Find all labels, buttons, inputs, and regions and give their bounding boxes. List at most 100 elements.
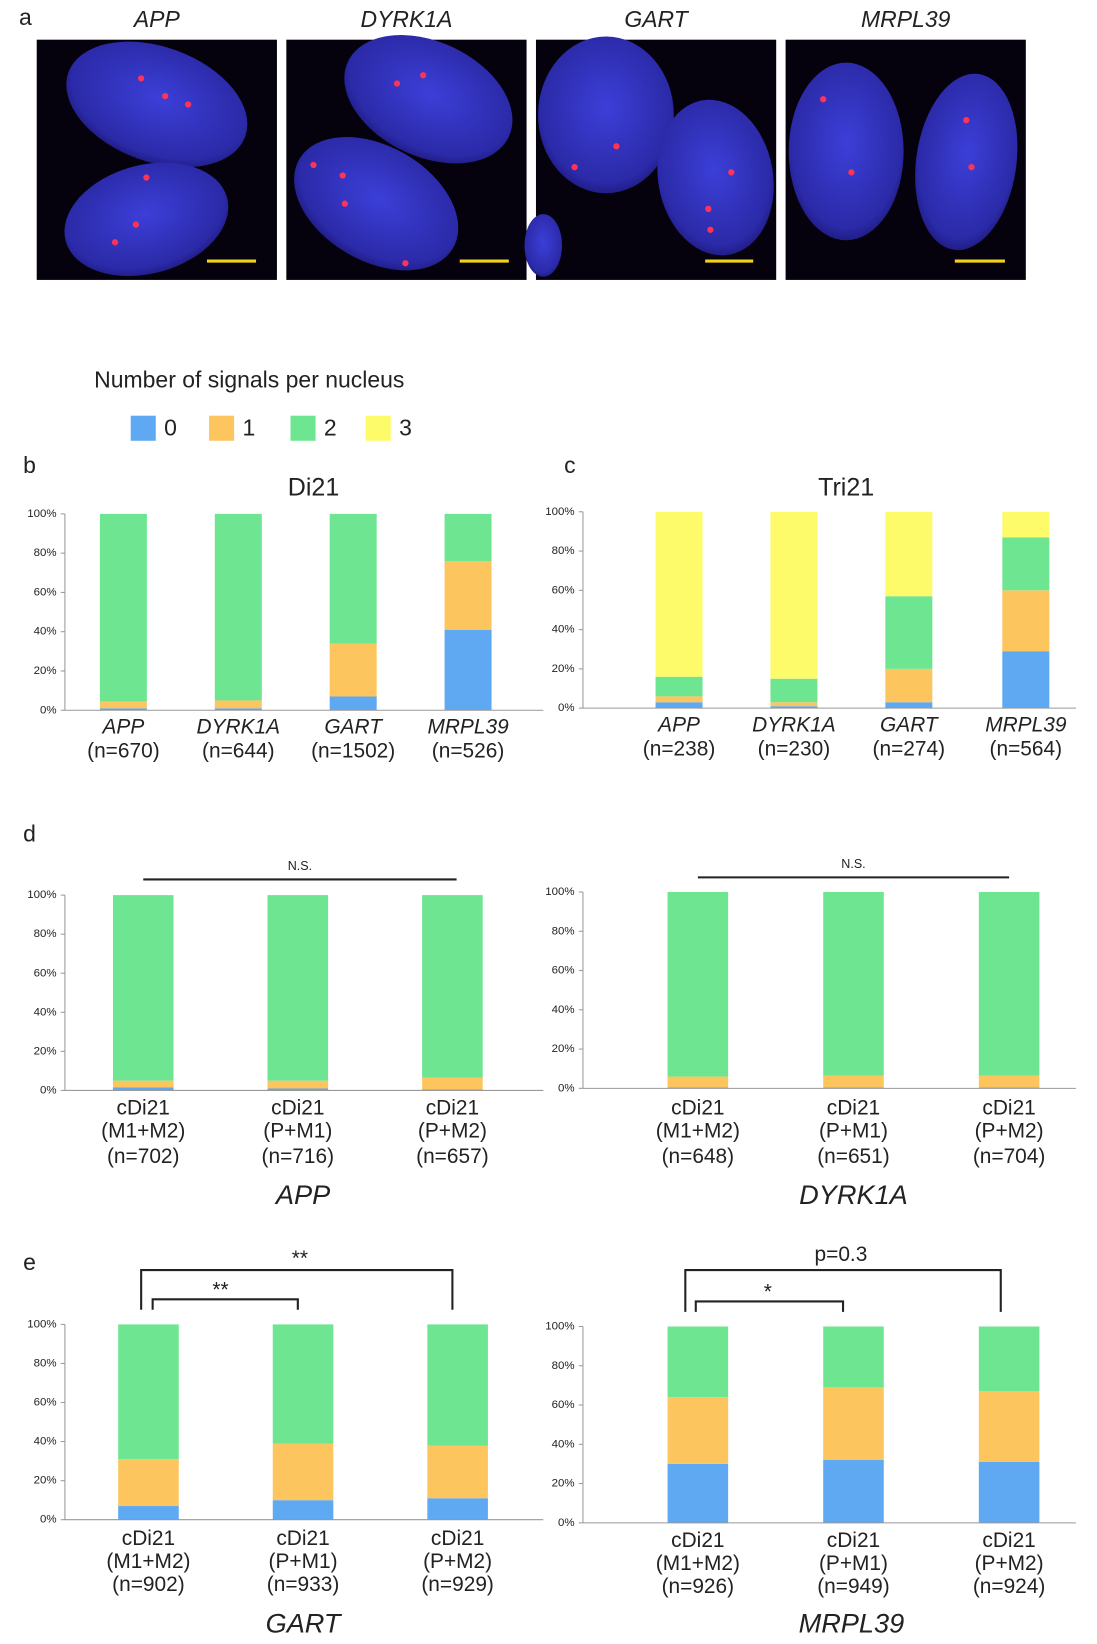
- bar-segment: [330, 514, 377, 644]
- x-tick-sublabel: (n=657): [416, 1145, 489, 1168]
- x-tick-sublabel: (n=670): [87, 740, 160, 763]
- legend-title: Number of signals per nucleus: [94, 366, 404, 392]
- x-tick-label: cDi21: [827, 1097, 880, 1120]
- x-tick-sublabel: (P+M1): [269, 1550, 338, 1573]
- x-tick-sublabel: (M1+M2): [106, 1550, 190, 1573]
- series: 1: [656, 590, 1050, 706]
- bar-segment: [979, 1326, 1040, 1391]
- y-tick-label: 60%: [552, 584, 575, 596]
- y-tick-label: 0%: [40, 1084, 57, 1096]
- y-tick-label: 80%: [552, 925, 575, 937]
- y-tick-label: 0%: [558, 1517, 575, 1529]
- y-tick-label: 80%: [34, 928, 57, 940]
- y-tick-label: 80%: [552, 545, 575, 557]
- y-tick-label: 0%: [558, 1082, 575, 1094]
- bar-segment: [273, 1444, 334, 1501]
- x-tick-label: cDi21: [671, 1097, 724, 1120]
- series: 1: [668, 1076, 1040, 1088]
- x-axis-label: APP: [274, 1179, 330, 1210]
- y-tick-label: 0%: [40, 704, 57, 716]
- y-tick-label: 100%: [27, 889, 56, 901]
- image-title: GART: [624, 6, 689, 32]
- y-tick-label: 100%: [27, 1318, 56, 1330]
- y-tick-label: 0%: [40, 1514, 57, 1526]
- bar-segment: [656, 696, 703, 702]
- x-tick-sublabel: (n=644): [202, 740, 275, 763]
- x-tick-sublabel: (n=704): [973, 1145, 1046, 1168]
- series: 2: [113, 895, 483, 1081]
- x-tick-label: cDi21: [827, 1529, 880, 1552]
- x-tick-label: DYRK1A: [197, 716, 281, 739]
- bar-segment: [979, 1076, 1040, 1088]
- y-tick-label: 60%: [34, 586, 57, 598]
- x-tick-sublabel: (n=926): [662, 1575, 735, 1598]
- panel-label: c: [564, 452, 575, 478]
- micrograph: [786, 40, 1029, 280]
- significance-label: *: [764, 1281, 772, 1304]
- y-tick-label: 40%: [34, 626, 57, 638]
- bar-segment: [422, 895, 483, 1078]
- y-tick-label: 20%: [34, 665, 57, 677]
- y-tick-label: 20%: [34, 1475, 57, 1487]
- x-tick-label: cDi21: [122, 1527, 175, 1550]
- bar-segment: [668, 1464, 729, 1523]
- y-tick-label: 40%: [552, 1438, 575, 1450]
- micrograph: [271, 10, 534, 298]
- bar-segment: [215, 700, 262, 708]
- x-tick-sublabel: (n=651): [817, 1145, 890, 1168]
- bar-segment: [1002, 651, 1049, 708]
- bar-segment: [885, 596, 932, 669]
- x-tick-label: APP: [656, 713, 700, 736]
- bar-segment: [113, 895, 174, 1081]
- bar-segment: [1002, 590, 1049, 651]
- x-tick-sublabel: (n=526): [432, 740, 505, 763]
- x-tick-sublabel: (n=274): [873, 737, 946, 760]
- legend-swatch: [291, 416, 316, 441]
- chart: 0120%20%40%60%80%100%cDi21(M1+M2)(n=702)…: [27, 859, 543, 1210]
- x-tick-label: GART: [324, 716, 383, 739]
- y-tick-label: 100%: [545, 886, 574, 898]
- micrograph: [37, 18, 277, 293]
- image-title: APP: [132, 6, 181, 32]
- y-tick-label: 40%: [34, 1006, 57, 1018]
- series: 2: [668, 1326, 1040, 1397]
- x-tick-sublabel: (n=933): [267, 1573, 340, 1596]
- x-tick-label: cDi21: [276, 1527, 329, 1550]
- y-tick-label: 20%: [552, 1478, 575, 1490]
- y-tick-label: 40%: [34, 1436, 57, 1448]
- chart-title: Tri21: [818, 473, 874, 501]
- bar-segment: [445, 630, 492, 711]
- micrographs: [37, 10, 1029, 298]
- x-tick-sublabel: (n=924): [973, 1575, 1046, 1598]
- bar-segment: [100, 701, 147, 708]
- y-tick-label: 20%: [34, 1045, 57, 1057]
- bar-segment: [1002, 537, 1049, 590]
- bar-segment: [427, 1445, 488, 1498]
- x-tick-sublabel: (n=702): [107, 1145, 180, 1168]
- chart: 0120%20%40%60%80%100%cDi21(M1+M2)(n=926)…: [545, 1243, 1076, 1638]
- bar-segment: [118, 1459, 179, 1506]
- x-tick-label: cDi21: [982, 1529, 1035, 1552]
- bar-segment: [268, 1081, 329, 1089]
- bar-segment: [668, 1397, 729, 1464]
- bar-segment: [445, 561, 492, 630]
- bar-segment: [668, 892, 729, 1077]
- x-tick-sublabel: (n=230): [758, 737, 831, 760]
- bar-segment: [885, 702, 932, 708]
- x-tick-label: cDi21: [426, 1097, 479, 1120]
- x-tick-sublabel: (P+M2): [975, 1552, 1044, 1575]
- panel-label: b: [23, 452, 36, 478]
- panel-label: e: [23, 1249, 36, 1275]
- y-tick-label: 100%: [545, 1321, 574, 1333]
- x-tick-label: GART: [880, 713, 939, 736]
- series: 3: [656, 512, 1050, 679]
- bar-segment: [979, 892, 1040, 1076]
- x-tick-label: cDi21: [271, 1097, 324, 1120]
- x-tick-sublabel: (P+M2): [423, 1550, 492, 1573]
- x-axis-label: DYRK1A: [799, 1179, 908, 1210]
- y-tick-label: 20%: [552, 663, 575, 675]
- significance-label: N.S.: [841, 857, 865, 871]
- series: 2: [656, 537, 1050, 702]
- bar-segment: [427, 1498, 488, 1519]
- significance-label: p=0.3: [815, 1243, 868, 1266]
